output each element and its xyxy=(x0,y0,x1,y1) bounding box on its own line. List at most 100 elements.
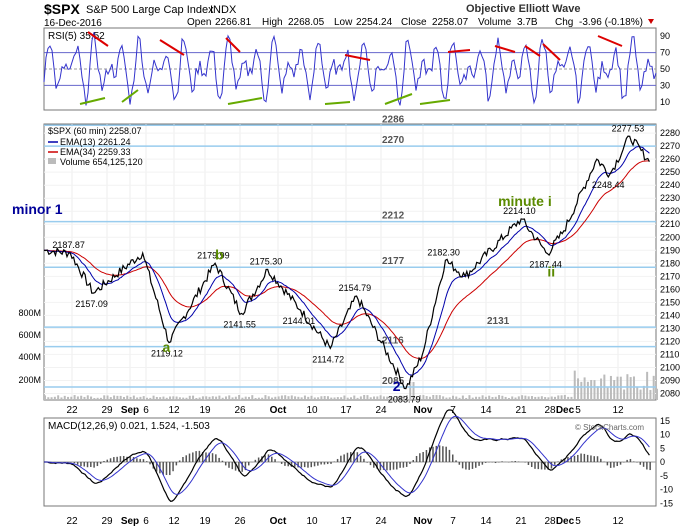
macd-hist-bar xyxy=(139,458,141,462)
volume-bar xyxy=(86,395,89,400)
volume-bar xyxy=(359,396,362,400)
macd-hist-bar xyxy=(287,462,289,467)
volume-bar xyxy=(57,395,60,400)
x-tick-label: Dec xyxy=(556,405,575,416)
volume-bar xyxy=(284,395,287,400)
volume-bar xyxy=(573,370,576,400)
macd-hist-bar xyxy=(241,462,243,472)
volume-bar xyxy=(70,396,73,400)
volume-bar xyxy=(642,385,645,400)
macd-hist-bar xyxy=(461,462,464,469)
macd-hist-bar xyxy=(577,454,579,462)
volume-bar xyxy=(294,396,297,400)
macd-hist-bar xyxy=(310,462,313,468)
macd-hist-bar xyxy=(511,461,513,462)
level-label: 2212 xyxy=(382,211,405,222)
volume-bar xyxy=(399,395,402,400)
volume-bar xyxy=(333,397,336,400)
volume-bar xyxy=(182,397,185,400)
signal-line xyxy=(44,415,650,495)
volume-bar xyxy=(50,397,53,400)
macd-tick-label: 0 xyxy=(660,457,665,467)
macd-hist-bar xyxy=(530,462,533,468)
volume-bar xyxy=(211,396,214,400)
macd-hist-bar xyxy=(478,462,480,466)
x-tick-label: 28 xyxy=(544,405,556,416)
rsi-trendline xyxy=(597,35,623,47)
macd-hist-bar xyxy=(455,460,457,462)
volume-bar xyxy=(155,396,158,400)
x-tick-label: 26 xyxy=(234,516,246,527)
price-tick-label: 2150 xyxy=(660,297,680,307)
price-annotation: 2187.87 xyxy=(52,240,85,250)
x-tick-label: 22 xyxy=(66,405,78,416)
macd-hist-bar xyxy=(514,461,517,462)
volume-bar xyxy=(567,396,570,400)
volume-bar xyxy=(297,396,300,400)
x-tick-label: 6 xyxy=(143,516,149,527)
macd-hist-bar xyxy=(379,462,382,471)
volume-bar xyxy=(340,397,343,400)
macd-hist-bar xyxy=(468,462,470,470)
volume-bar xyxy=(501,395,504,400)
macd-hist-bar xyxy=(419,453,421,462)
level-label: 2131 xyxy=(487,316,510,327)
x-tick-label: 5 xyxy=(575,516,581,527)
volume-bar xyxy=(172,396,175,400)
volume-bar xyxy=(257,397,260,400)
price-annotation: 2154.79 xyxy=(339,283,372,293)
x-tick-label: 22 xyxy=(66,516,78,527)
price-annotation: 2248.44 xyxy=(592,180,625,190)
x-tick-label: Sep xyxy=(121,516,139,527)
volume-bar xyxy=(488,395,491,400)
macd-hist-bar xyxy=(323,462,326,465)
macd-hist-bar xyxy=(201,452,204,462)
price-tick-label: 2180 xyxy=(660,258,680,268)
macd-hist-bar xyxy=(590,455,592,462)
volume-bar xyxy=(353,395,356,400)
volume-bar xyxy=(392,397,395,400)
volume-bar xyxy=(455,396,458,400)
macd-hist-bar xyxy=(563,458,566,462)
volume-bar xyxy=(201,396,204,400)
macd-hist-bar xyxy=(73,462,76,464)
macd-hist-bar xyxy=(300,462,303,468)
macd-hist-bar xyxy=(76,462,79,465)
volume-bar xyxy=(103,395,106,400)
macd-hist-bar xyxy=(540,462,543,470)
volume-bar xyxy=(606,387,609,400)
macd-hist-bar xyxy=(557,461,559,462)
volume-bar xyxy=(425,396,428,400)
x-tick-label: 21 xyxy=(515,516,527,527)
volume-bar xyxy=(63,395,66,400)
macd-hist-bar xyxy=(67,462,69,463)
macd-hist-bar xyxy=(142,459,145,462)
volume-bar xyxy=(76,396,79,400)
volume-bar xyxy=(326,396,329,400)
level-label: 2286 xyxy=(382,114,405,125)
x-tick-label: Oct xyxy=(270,405,287,416)
volume-bar xyxy=(593,380,596,400)
macd-hist-bar xyxy=(188,453,191,462)
rsi-panel: RSI(5) 35.52 90 70 50 30 10 xyxy=(43,27,670,111)
volume-bar xyxy=(218,395,221,400)
macd-hist-bar xyxy=(396,462,398,470)
macd-hist-bar xyxy=(465,462,467,470)
macd-hist-bar xyxy=(231,462,234,470)
volume-bar xyxy=(90,396,93,400)
price-tick-label: 2130 xyxy=(660,323,680,333)
macd-hist-bar xyxy=(353,451,355,462)
volume-bar xyxy=(234,396,237,400)
volume-bar xyxy=(132,395,135,400)
macd-hist-bar xyxy=(116,456,118,462)
volume-bar xyxy=(208,396,211,400)
volume-bar xyxy=(544,397,547,400)
volume-bar xyxy=(632,376,635,400)
close-value: 2258.07 xyxy=(432,17,469,28)
legend-volume-swatch xyxy=(48,158,56,164)
volume-bar xyxy=(547,397,550,400)
low-value: 2254.24 xyxy=(356,17,393,28)
macd-hist-bar xyxy=(254,459,257,462)
